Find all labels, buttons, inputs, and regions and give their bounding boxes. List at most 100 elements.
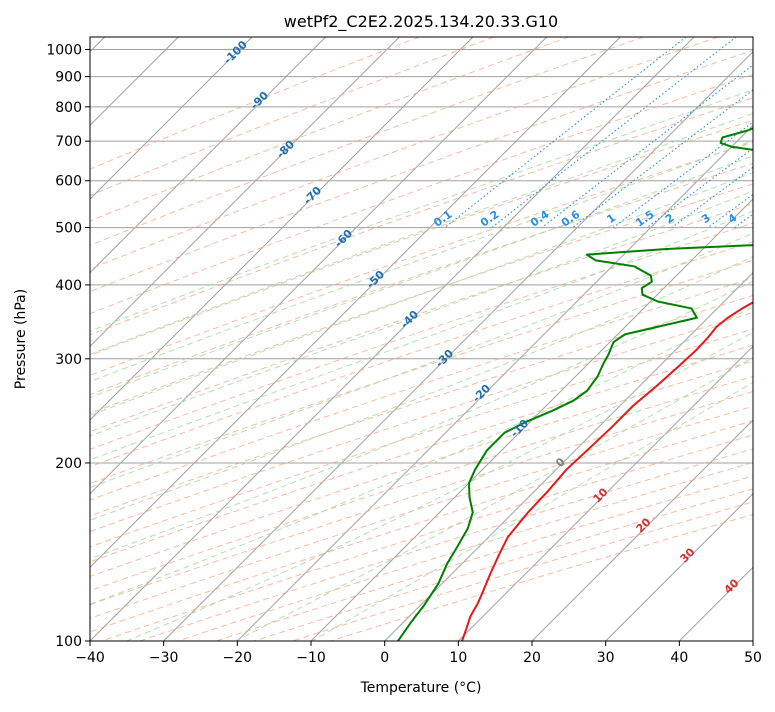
dry-adiabat-line	[0, 37, 775, 641]
isotherm-line	[0, 37, 547, 641]
mixing-ratio-line	[672, 37, 775, 228]
moist-adiabat-line	[236, 37, 775, 641]
moist-adiabat-line	[0, 37, 775, 641]
dry-adiabat-line	[0, 37, 775, 641]
dry-adiabat-line	[0, 37, 775, 641]
dry-adiabat-line	[0, 37, 775, 641]
dry-adiabat-line	[0, 37, 775, 641]
isotherm-line	[0, 37, 252, 641]
dry-adiabat-line	[0, 37, 775, 641]
moist-adiabats	[0, 37, 775, 641]
isotherm-line	[164, 37, 768, 641]
dry-adiabat-line	[0, 37, 643, 641]
dry-adiabat-line	[0, 37, 775, 641]
mixing-ratio-lines	[445, 37, 775, 228]
dry-adiabat-line	[292, 37, 775, 641]
dry-adiabat-line	[0, 37, 775, 641]
dry-adiabat-line	[0, 37, 775, 641]
plot-background: 0.10.20.40.611.52346810131620253036-100-…	[0, 37, 775, 641]
moist-adiabat-label: 40	[722, 576, 742, 596]
moist-adiabat-line	[0, 37, 775, 641]
moist-adiabat-label: 10	[591, 485, 611, 505]
moist-adiabat-label: 20	[634, 515, 654, 535]
isotherm-line	[385, 37, 775, 641]
dry-adiabat-line	[0, 37, 569, 641]
y-tick-label: 300	[55, 352, 82, 368]
mixing-ratio-label: 0.2	[478, 208, 501, 230]
dry-adiabat-label: -90	[248, 89, 271, 112]
y-tick-label: 100	[55, 634, 82, 650]
mixing-ratio-line	[492, 37, 736, 228]
dry-adiabat-line	[0, 37, 775, 641]
x-tick-label: 30	[597, 650, 615, 666]
mixing-ratio-label: 0.1	[431, 208, 454, 230]
y-tick-label: 700	[55, 134, 82, 150]
isotherm-line	[753, 37, 775, 641]
dry-adiabat-label: -100	[221, 38, 250, 67]
x-tick-label: 10	[449, 650, 467, 666]
isotherm-line	[90, 37, 694, 641]
x-tick-label: −20	[223, 650, 253, 666]
isotherm-gridlines	[0, 37, 775, 641]
y-tick-label: 200	[55, 456, 82, 472]
dry-adiabat-label: -60	[332, 227, 355, 250]
dry-adiabat-label: -20	[470, 382, 493, 405]
dry-adiabat-line	[0, 37, 775, 641]
x-tick-label: 20	[523, 650, 541, 666]
moist-adiabat-line	[0, 37, 775, 641]
mixing-ratio-label: 1.5	[633, 208, 656, 230]
y-tick-label: 900	[55, 70, 82, 86]
dry-adiabat-line	[0, 37, 775, 641]
dry-adiabat-line	[102, 37, 775, 641]
x-tick-label: 50	[744, 650, 762, 666]
mixing-ratio-label: 2	[663, 211, 677, 226]
mixing-ratio-line	[445, 37, 686, 228]
x-tick-label: 0	[380, 650, 389, 666]
x-axis-title: Temperature (°C)	[360, 680, 482, 696]
dry-adiabat-line	[330, 37, 775, 641]
background-line-labels: 0.10.20.40.611.52346810131620253036-100-…	[221, 38, 775, 597]
dry-adiabat-label: -30	[433, 347, 456, 370]
chart-title: wetPf2_C2E2.2025.134.20.33.G10	[284, 12, 558, 32]
dry-adiabat-line	[0, 37, 419, 641]
dry-adiabat-line	[0, 37, 775, 641]
dry-adiabat-label: -70	[301, 184, 324, 207]
isotherm-line	[679, 37, 775, 641]
mixing-ratio-label: 0.4	[528, 208, 552, 230]
y-axis-title: Pressure (hPa)	[13, 289, 29, 389]
moist-adiabat-line	[0, 37, 775, 641]
y-tick-label: 600	[55, 174, 82, 190]
moist-adiabat-line	[0, 37, 775, 641]
dry-adiabats	[0, 37, 775, 641]
mixing-ratio-label: 6	[765, 211, 775, 226]
moist-adiabat-line	[0, 37, 775, 641]
dry-adiabat-line	[0, 37, 775, 641]
x-tick-label: −40	[75, 650, 105, 666]
y-axis-ticks: 100 200 300 400 500 600 700 800 900 1000	[46, 43, 90, 650]
moist-adiabat-line	[0, 37, 775, 641]
dry-adiabat-line	[0, 37, 775, 641]
moist-adiabat-label: 30	[678, 545, 698, 565]
y-tick-label: 1000	[46, 43, 82, 59]
x-tick-label: 40	[670, 650, 688, 666]
mixing-ratio-label: 1	[604, 211, 618, 226]
isotherm-line	[0, 37, 326, 641]
dry-adiabat-line	[0, 37, 775, 641]
isobar-gridlines	[90, 50, 753, 641]
y-tick-label: 800	[55, 100, 82, 116]
dry-adiabat-line	[0, 37, 775, 641]
y-tick-label: 500	[55, 221, 82, 237]
dry-adiabat-line	[0, 37, 775, 641]
dry-adiabat-line	[0, 37, 718, 641]
moist-adiabat-line	[0, 37, 775, 641]
isotherm-line	[532, 37, 775, 641]
dry-adiabat-label: -40	[398, 308, 421, 331]
isotherm-line	[0, 37, 399, 641]
plot-frame	[90, 37, 753, 641]
x-tick-label: −10	[296, 650, 326, 666]
moist-adiabat-line	[0, 37, 775, 641]
y-tick-label: 400	[55, 278, 82, 294]
mixing-ratio-label: 3	[699, 211, 713, 226]
